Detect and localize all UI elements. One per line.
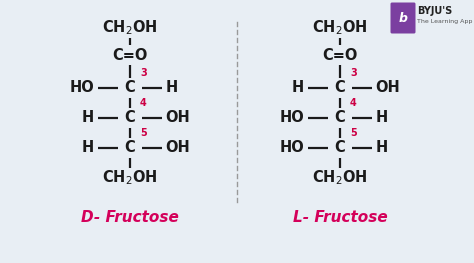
Text: OH: OH	[375, 80, 401, 95]
Text: HO: HO	[70, 80, 94, 95]
Text: C: C	[125, 80, 136, 95]
Text: D- Fructose: D- Fructose	[81, 210, 179, 225]
Text: 4: 4	[140, 98, 147, 108]
Text: H: H	[166, 80, 178, 95]
Text: 3: 3	[350, 68, 357, 78]
Text: CH$_2$OH: CH$_2$OH	[102, 169, 158, 187]
Text: C: C	[125, 110, 136, 125]
Text: C: C	[335, 140, 346, 155]
Text: H: H	[376, 110, 388, 125]
Text: CH$_2$OH: CH$_2$OH	[312, 169, 368, 187]
Text: 3: 3	[140, 68, 147, 78]
Text: OH: OH	[165, 110, 191, 125]
Text: C: C	[335, 80, 346, 95]
Text: L- Fructose: L- Fructose	[292, 210, 387, 225]
FancyBboxPatch shape	[391, 3, 416, 33]
Text: 5: 5	[140, 128, 147, 138]
Text: BYJU'S: BYJU'S	[417, 6, 452, 16]
Text: The Learning App: The Learning App	[417, 19, 473, 24]
Text: 4: 4	[350, 98, 357, 108]
Text: OH: OH	[165, 140, 191, 155]
Text: H: H	[82, 110, 94, 125]
Text: HO: HO	[280, 140, 304, 155]
Text: H: H	[376, 140, 388, 155]
Text: C: C	[125, 140, 136, 155]
Text: C: C	[335, 110, 346, 125]
Text: H: H	[292, 80, 304, 95]
Text: b: b	[399, 12, 408, 24]
Text: C=O: C=O	[112, 48, 148, 63]
Text: 5: 5	[350, 128, 357, 138]
Text: CH$_2$OH: CH$_2$OH	[102, 19, 158, 37]
Text: C=O: C=O	[322, 48, 358, 63]
Text: CH$_2$OH: CH$_2$OH	[312, 19, 368, 37]
Text: H: H	[82, 140, 94, 155]
Text: HO: HO	[280, 110, 304, 125]
